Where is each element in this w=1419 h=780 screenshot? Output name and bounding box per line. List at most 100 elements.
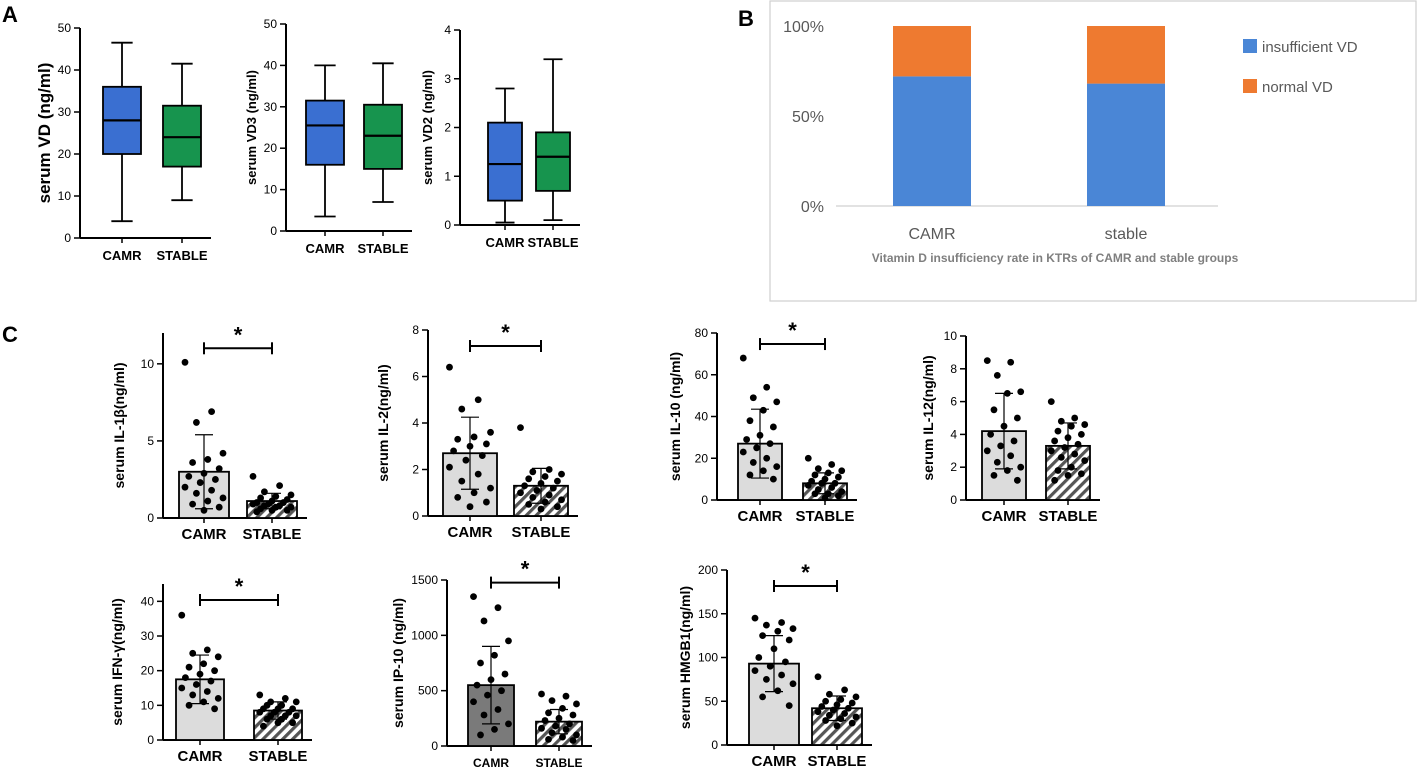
data-point <box>491 726 498 733</box>
data-point <box>770 645 778 653</box>
data-point <box>541 473 549 480</box>
y-tick-label: 50 <box>264 17 278 31</box>
y-tick-label: 6 <box>412 370 419 384</box>
data-point <box>852 693 860 701</box>
data-point <box>1007 452 1015 460</box>
x-tick-label: CAMR <box>752 753 797 770</box>
data-point <box>219 449 227 457</box>
y-axis-label: serum HMGB1(ng/ml) <box>677 586 693 729</box>
data-point <box>477 659 484 667</box>
data-point <box>189 500 197 508</box>
data-point <box>573 700 580 708</box>
data-point <box>470 593 477 600</box>
data-point <box>446 363 453 371</box>
data-point <box>185 701 193 709</box>
y-tick-label: 30 <box>264 100 278 114</box>
data-point <box>569 737 577 744</box>
x-tick-label: CAMR <box>908 226 955 243</box>
data-point <box>837 715 845 723</box>
x-tick-label: CAMR <box>306 241 346 256</box>
y-tick-label: 80 <box>695 326 709 340</box>
y-tick-label: 4 <box>412 416 419 430</box>
y-tick-label: 0 <box>711 738 718 752</box>
x-tick-label: STABLE <box>1039 508 1098 525</box>
y-tick-label: 8 <box>950 362 957 376</box>
data-point <box>782 658 789 666</box>
data-point <box>292 712 300 720</box>
data-point <box>462 456 470 464</box>
data-point <box>749 459 757 466</box>
data-point <box>538 724 545 732</box>
data-point <box>1054 427 1062 435</box>
y-axis-label: serum IP-10 (ng/ml) <box>390 598 406 728</box>
data-point <box>454 494 462 501</box>
y-axis-label: serum VD (ng/ml) <box>35 63 54 204</box>
data-point <box>181 358 189 366</box>
data-point <box>848 699 856 707</box>
data-point <box>292 698 300 706</box>
x-tick-label: CAMR <box>182 526 227 543</box>
data-point <box>739 354 747 362</box>
data-point <box>458 477 466 485</box>
data-point <box>818 479 826 487</box>
data-point <box>1077 431 1085 438</box>
data-point <box>256 708 264 716</box>
data-point <box>1061 444 1069 451</box>
data-point <box>1057 417 1065 425</box>
y-tick-label: 0 <box>950 493 957 507</box>
data-point <box>834 492 842 500</box>
x-tick-label: CAMR <box>738 508 783 525</box>
y-tick-label: 2 <box>444 121 451 135</box>
data-point <box>1081 421 1089 428</box>
data-point <box>838 467 846 475</box>
y-tick-label: 20 <box>264 141 278 155</box>
y-tick-label: 10 <box>141 698 155 712</box>
data-point <box>573 731 580 739</box>
data-point <box>749 394 757 402</box>
data-point <box>537 505 545 513</box>
data-point <box>474 470 482 478</box>
data-point <box>1051 476 1059 484</box>
data-point <box>1017 388 1025 396</box>
y-tick-label: 30 <box>58 105 72 119</box>
y-tick-label: 100% <box>783 19 824 36</box>
y-tick-label: 50 <box>705 694 719 708</box>
y-tick-label: 40 <box>695 410 709 424</box>
data-point <box>545 466 553 473</box>
data-point <box>829 706 837 714</box>
bar-segment <box>893 26 971 77</box>
boxVD2-chart: 0 1 2 3 4 CAMR STABLE serum VD2 (ng/ml) <box>420 23 580 250</box>
y-tick-label: 200 <box>698 563 718 577</box>
data-point <box>753 444 761 452</box>
y-tick-label: 20 <box>695 451 709 465</box>
y-axis-label: serum IL-2(ng/ml) <box>375 364 391 481</box>
data-point <box>450 447 457 455</box>
y-tick-label: 10 <box>58 189 72 203</box>
data-point <box>763 454 771 462</box>
y-tick-label: 0 <box>270 224 277 238</box>
data-point <box>778 619 785 626</box>
data-point <box>993 371 1001 379</box>
data-point <box>478 452 486 459</box>
data-point <box>841 686 848 694</box>
y-tick-label: 10 <box>264 183 278 197</box>
data-point <box>751 614 759 622</box>
data-point <box>219 494 227 502</box>
data-point <box>182 674 189 681</box>
bar-segment <box>1087 26 1165 84</box>
data-point <box>287 491 295 499</box>
significance-star: * <box>788 318 797 343</box>
data-point <box>484 691 491 699</box>
data-point <box>494 706 502 713</box>
data-point <box>833 722 841 730</box>
data-point <box>193 489 200 497</box>
data-point <box>538 690 545 698</box>
y-tick-label: 10 <box>141 357 155 371</box>
data-point <box>446 463 453 471</box>
x-tick-label: STABLE <box>535 756 582 770</box>
y-tick-label: 20 <box>141 664 155 678</box>
data-point <box>483 440 490 448</box>
data-point <box>480 617 488 625</box>
data-point <box>289 719 296 727</box>
legend-label: insufficient VD <box>1262 39 1358 56</box>
